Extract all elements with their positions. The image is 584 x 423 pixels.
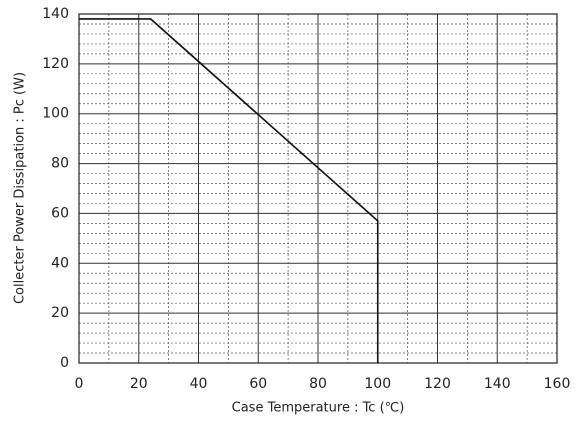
x-tick-label: 20 (130, 376, 148, 392)
x-tick-label: 140 (484, 376, 511, 392)
x-tick-label: 80 (309, 376, 327, 392)
y-tick-label: 0 (60, 355, 69, 371)
y-tick-label: 40 (51, 255, 69, 271)
y-axis-label: Collecter Power Dissipation : Pc (W) (13, 72, 28, 304)
x-tick-label: 0 (75, 376, 84, 392)
x-tick-label: 120 (424, 376, 451, 392)
y-tick-label: 140 (42, 6, 69, 22)
y-tick-label: 100 (42, 106, 69, 122)
y-tick-label: 60 (51, 205, 69, 221)
plot-frame (78, 13, 558, 364)
data-line (79, 18, 379, 363)
y-tick-label: 120 (42, 56, 69, 72)
x-axis-label: Case Temperature : Tc (℃) (232, 401, 405, 416)
x-tick-label: 100 (364, 376, 391, 392)
y-tick-label: 80 (51, 156, 69, 172)
x-tick-label: 160 (544, 376, 571, 392)
x-tick-label: 40 (190, 376, 208, 392)
y-tick-label: 20 (51, 305, 69, 321)
x-tick-label: 60 (249, 376, 267, 392)
